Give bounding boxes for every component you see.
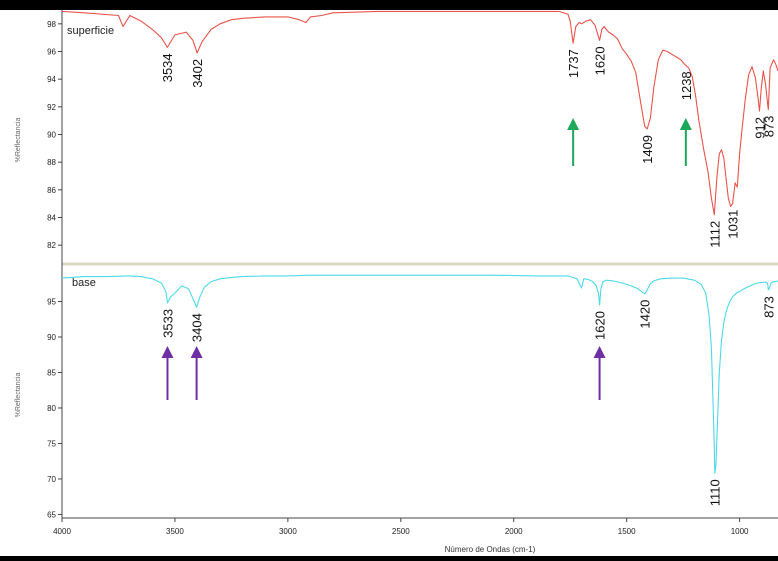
- bottom-y-tick-label: 70: [47, 475, 56, 484]
- superficie-peak-label: 1409: [640, 135, 655, 164]
- x-axis-label: Número de Ondas (cm-1): [445, 545, 536, 554]
- superficie-peak-label: 3534: [160, 53, 175, 82]
- superficie-peak-label: 1620: [593, 46, 608, 75]
- top-y-tick-label: 90: [47, 131, 56, 140]
- base-peak-label: 3533: [160, 309, 175, 338]
- bottom-y-ticks: 65 70 75 80 85 90 95: [47, 297, 62, 519]
- superficie-peak-label: 1737: [566, 49, 581, 78]
- x-tick-label: 2000: [505, 527, 523, 536]
- top-y-tick-label: 98: [47, 20, 56, 29]
- base-series-line: [61, 274, 778, 474]
- purple-arrow-head: [161, 346, 174, 358]
- top-y-tick-label: 94: [47, 75, 56, 84]
- top-y-tick-label: 96: [47, 48, 56, 57]
- purple-arrow-head: [190, 346, 203, 358]
- annotation-arrows: [161, 118, 692, 400]
- bottom-y-axis-label: %Reflectancia: [15, 373, 22, 418]
- base-peak-label: 1110: [708, 479, 723, 506]
- base-peak-label: 3404: [190, 313, 205, 342]
- x-tick-label: 3000: [279, 527, 297, 536]
- bottom-peak-labels: 3533 3404 1620 1420 1110 873: [160, 296, 776, 506]
- green-arrow-head: [679, 118, 692, 130]
- superficie-peak-label: 3402: [190, 59, 205, 88]
- x-tick-label: 2500: [392, 527, 410, 536]
- top-y-axis-label: %Reflectancia: [15, 118, 22, 163]
- x-tick-label: 1500: [618, 527, 636, 536]
- base-peak-label: 1420: [638, 300, 653, 329]
- bottom-y-tick-label: 65: [47, 510, 56, 519]
- x-tick-label: 4000: [53, 527, 71, 536]
- bottom-panel-name: base: [72, 277, 96, 289]
- superficie-peak-label: 912: [752, 117, 767, 139]
- bottom-y-tick-label: 85: [47, 368, 56, 377]
- x-tick-label: 3500: [166, 527, 184, 536]
- top-y-tick-label: 86: [47, 186, 56, 195]
- bottom-y-tick-label: 80: [47, 404, 56, 413]
- top-y-tick-label: 88: [47, 158, 56, 167]
- outer-margin-background: [0, 10, 62, 556]
- top-y-tick-label: 84: [47, 214, 56, 223]
- top-y-ticks: 82 84 86 88 90 92 94 96 98: [47, 20, 62, 250]
- purple-arrow-head: [593, 346, 606, 358]
- superficie-peak-label: 1031: [726, 210, 741, 239]
- superficie-peak-label: 873: [761, 116, 776, 138]
- bottom-y-tick-label: 75: [47, 439, 56, 448]
- green-arrow-head: [567, 118, 580, 130]
- top-panel-background: [62, 10, 778, 264]
- x-ticks: 4000 3500 3000 2500 2000 1500 1000: [53, 518, 749, 536]
- x-tick-label: 1000: [731, 527, 749, 536]
- bottom-margin-background: [62, 518, 778, 556]
- superficie-peak-label: 1112: [707, 221, 722, 248]
- base-peak-label: 1620: [593, 311, 608, 340]
- bottom-y-tick-label: 90: [47, 333, 56, 342]
- top-y-tick-label: 92: [47, 103, 56, 112]
- bottom-series: [61, 274, 778, 474]
- top-panel-name: superficie: [67, 25, 114, 37]
- top-y-tick-label: 82: [47, 241, 56, 250]
- superficie-series-line: [61, 10, 778, 216]
- top-series: [61, 10, 778, 216]
- base-peak-label: 873: [761, 296, 776, 318]
- superficie-peak-label: 1238: [679, 71, 694, 100]
- bottom-y-tick-label: 95: [47, 297, 56, 306]
- bottom-panel-background: [62, 264, 778, 518]
